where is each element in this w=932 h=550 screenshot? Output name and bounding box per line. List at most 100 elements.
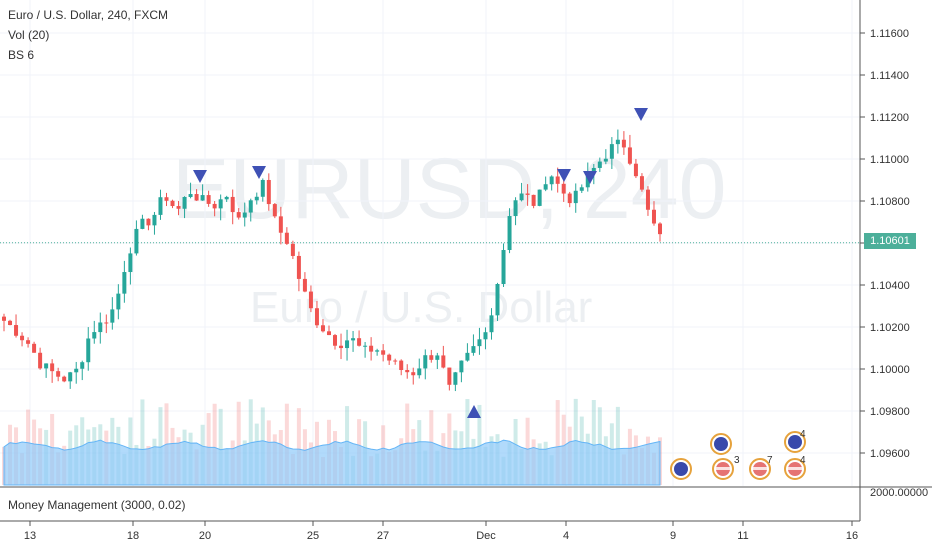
candle-body: [585, 172, 590, 188]
lower-pane-axis-value: 2000.00000: [870, 487, 928, 499]
candle-body: [429, 355, 434, 360]
candle-body: [543, 184, 548, 190]
candle-body: [272, 204, 277, 217]
volume-ma-area: [3, 439, 661, 486]
volume-bar: [236, 401, 241, 485]
event-count-label: 4: [800, 429, 806, 440]
candle-body: [405, 370, 410, 373]
candle-body: [651, 209, 656, 224]
time-tick-label: 20: [199, 530, 211, 542]
volume-bar: [284, 403, 289, 485]
candle-body: [411, 372, 416, 376]
candle-body: [609, 144, 614, 159]
money-management-label[interactable]: Money Management (3000, 0.02): [8, 498, 186, 512]
candle-body: [98, 322, 103, 333]
us-flag-stripe: [753, 467, 767, 470]
symbol-title[interactable]: Euro / U.S. Dollar, 240, FXCM: [8, 8, 169, 22]
time-tick-label: 11: [737, 530, 748, 542]
grid: [0, 0, 860, 486]
candle-body: [658, 223, 662, 235]
candle-body: [326, 331, 331, 336]
event-count-label: 4: [800, 455, 806, 466]
candle-body: [56, 371, 61, 377]
candle-body: [68, 372, 73, 382]
candle-body: [507, 216, 512, 250]
candle-body: [423, 355, 428, 369]
candle-body: [387, 354, 392, 361]
volume-legend[interactable]: Vol (20): [8, 28, 50, 42]
event-badges[interactable]: 4 3 7 4: [670, 429, 806, 480]
candle-body: [278, 216, 283, 233]
candle-body: [116, 293, 121, 310]
candle-body: [188, 194, 193, 198]
bs-signals: [193, 108, 648, 418]
candle-body: [320, 325, 325, 332]
price-tick-label: 1.10400: [870, 280, 910, 292]
candle-body: [176, 206, 181, 209]
time-tick-label: Dec: [476, 530, 496, 542]
candle-body: [501, 249, 506, 285]
candle-body: [495, 284, 500, 316]
candle-body: [284, 232, 289, 244]
candle-body: [477, 339, 482, 347]
price-tick-label: 1.09800: [870, 406, 910, 418]
volume-bar: [465, 399, 470, 485]
price-tick-label: 1.10000: [870, 364, 910, 376]
candle-body: [561, 183, 566, 194]
candle-body: [513, 200, 518, 217]
sell-signal-icon: [583, 171, 597, 184]
candle-body: [158, 197, 163, 215]
sell-signal-icon: [193, 170, 207, 183]
candle-body: [645, 189, 650, 210]
candle-body: [591, 167, 596, 173]
price-tick-label: 1.10800: [870, 196, 910, 208]
candle-body: [170, 200, 175, 207]
candle-body: [248, 200, 253, 213]
candle-body: [351, 338, 356, 341]
candle-body: [104, 322, 109, 324]
candles[interactable]: [2, 129, 662, 392]
candle-body: [339, 345, 344, 349]
candle-body: [86, 338, 91, 363]
candle-body: [50, 363, 55, 372]
candle-body: [38, 352, 43, 369]
candle-body: [531, 194, 536, 206]
candle-body: [26, 340, 31, 344]
candle-body: [417, 368, 422, 376]
candle-body: [441, 355, 446, 368]
volume-bar: [591, 400, 596, 485]
candle-body: [453, 372, 458, 385]
candle-body: [302, 278, 307, 292]
candle-body: [627, 147, 632, 164]
candle-body: [230, 196, 235, 213]
sell-signal-icon: [634, 108, 648, 121]
candle-body: [525, 193, 530, 195]
candle-body: [200, 195, 205, 201]
volume-bar: [248, 399, 253, 485]
bs-legend[interactable]: BS 6: [8, 48, 35, 62]
candle-body: [363, 345, 368, 347]
candle-body: [74, 368, 79, 373]
candle-body: [134, 228, 139, 254]
us-flag-stripe: [788, 467, 802, 470]
candle-body: [20, 335, 25, 341]
candle-body: [110, 309, 115, 323]
candle-body: [236, 212, 241, 218]
time-tick-label: 27: [377, 530, 389, 542]
candle-body: [471, 346, 476, 353]
candle-body: [14, 325, 19, 336]
candle-body: [122, 272, 127, 294]
volume-bar: [140, 399, 145, 485]
volume-bar: [212, 403, 217, 485]
candle-body: [44, 363, 49, 369]
candle-body: [393, 360, 398, 362]
volume-bar: [477, 404, 482, 485]
candle-body: [212, 203, 217, 209]
candle-body: [459, 360, 464, 373]
candle-body: [633, 163, 638, 177]
event-count-label: 7: [767, 455, 773, 466]
time-tick-label: 25: [307, 530, 319, 542]
candle-body: [483, 332, 488, 340]
